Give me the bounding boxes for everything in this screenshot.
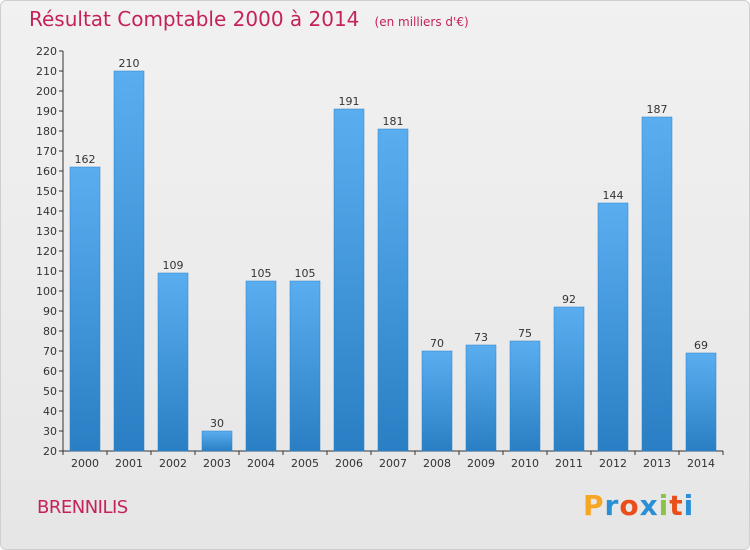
x-tick-label: 2011 bbox=[555, 457, 583, 470]
bar-labels: 162 210 109 30 105 105 191 181 70 73 75 92 144 187 69 bbox=[75, 57, 709, 430]
logo-letter: P bbox=[583, 489, 605, 522]
y-tick-label: 20 bbox=[43, 445, 57, 458]
y-tick-label: 160 bbox=[36, 165, 57, 178]
x-tick-label: 2002 bbox=[159, 457, 187, 470]
bar-value-label: 181 bbox=[383, 115, 404, 128]
y-tick-label: 140 bbox=[36, 205, 57, 218]
logo-letter: i bbox=[683, 489, 695, 522]
x-tick-label: 2014 bbox=[687, 457, 715, 470]
bar-value-label: 92 bbox=[562, 293, 576, 306]
bar bbox=[641, 116, 673, 452]
bar-value-label: 210 bbox=[119, 57, 140, 70]
bar-value-label: 105 bbox=[295, 267, 316, 280]
y-tick-label: 210 bbox=[36, 65, 57, 78]
bar bbox=[509, 340, 541, 452]
y-tick-label: 30 bbox=[43, 425, 57, 438]
chart-title: Résultat Comptable 2000 à 2014 bbox=[29, 7, 360, 31]
y-tick-label: 120 bbox=[36, 245, 57, 258]
bar bbox=[465, 344, 497, 452]
bar bbox=[201, 430, 233, 452]
bar-value-label: 191 bbox=[339, 95, 360, 108]
bars bbox=[69, 70, 717, 452]
bar bbox=[113, 70, 145, 452]
y-axis: 20 30 40 50 60 70 80 90 100 110 120 130 140 150 160 170… bbox=[36, 45, 64, 458]
bar bbox=[597, 202, 629, 452]
logo-letter: t bbox=[669, 489, 684, 522]
bar bbox=[553, 306, 585, 452]
x-tick-label: 2005 bbox=[291, 457, 319, 470]
bar-value-label: 144 bbox=[603, 189, 624, 202]
y-tick-label: 150 bbox=[36, 185, 57, 198]
y-tick-label: 130 bbox=[36, 225, 57, 238]
bar-value-label: 30 bbox=[210, 417, 224, 430]
bar bbox=[685, 352, 717, 452]
x-tick-label: 2003 bbox=[203, 457, 231, 470]
bar-value-label: 70 bbox=[430, 337, 444, 350]
logo-letter: r bbox=[604, 489, 620, 522]
bar bbox=[245, 280, 277, 452]
y-tick-label: 220 bbox=[36, 45, 57, 58]
bar-value-label: 69 bbox=[694, 339, 708, 352]
bar-value-label: 105 bbox=[251, 267, 272, 280]
y-tick-label: 190 bbox=[36, 105, 57, 118]
place-name: BRENNILIS bbox=[37, 497, 128, 518]
logo-letter: i bbox=[658, 489, 670, 522]
x-tick-label: 2008 bbox=[423, 457, 451, 470]
bar-value-label: 162 bbox=[75, 153, 96, 166]
x-tick-label: 2007 bbox=[379, 457, 407, 470]
x-tick-label: 2010 bbox=[511, 457, 539, 470]
y-tick-label: 60 bbox=[43, 365, 57, 378]
logo-letter: x bbox=[639, 489, 659, 522]
bar-value-label: 109 bbox=[163, 259, 184, 272]
y-tick-label: 180 bbox=[36, 125, 57, 138]
bar bbox=[421, 350, 453, 452]
y-tick-label: 50 bbox=[43, 385, 57, 398]
bar-value-label: 75 bbox=[518, 327, 532, 340]
proxiti-logo: Proxiti bbox=[583, 489, 694, 522]
y-tick-label: 100 bbox=[36, 285, 57, 298]
bar bbox=[69, 166, 101, 452]
y-tick-label: 90 bbox=[43, 305, 57, 318]
y-tick-label: 40 bbox=[43, 405, 57, 418]
y-tick-label: 70 bbox=[43, 345, 57, 358]
y-tick-label: 80 bbox=[43, 325, 57, 338]
x-tick-label: 2006 bbox=[335, 457, 363, 470]
chart-subtitle: (en milliers d'€) bbox=[374, 15, 469, 29]
bar bbox=[333, 108, 365, 452]
y-tick-label: 200 bbox=[36, 85, 57, 98]
y-tick-label: 170 bbox=[36, 145, 57, 158]
bar bbox=[157, 272, 189, 452]
x-tick-label: 2009 bbox=[467, 457, 495, 470]
logo-letter: o bbox=[619, 489, 640, 522]
x-tick-label: 2001 bbox=[115, 457, 143, 470]
title-row: Résultat Comptable 2000 à 2014 (en milli… bbox=[29, 7, 469, 31]
bar bbox=[289, 280, 321, 452]
x-tick-label: 2000 bbox=[71, 457, 99, 470]
bar-value-label: 73 bbox=[474, 331, 488, 344]
bar bbox=[377, 128, 409, 452]
x-tick-label: 2012 bbox=[599, 457, 627, 470]
bar-value-label: 187 bbox=[647, 103, 668, 116]
x-tick-label: 2013 bbox=[643, 457, 671, 470]
y-tick-label: 110 bbox=[36, 265, 57, 278]
x-axis: 2000 2001 2002 2003 2004 2005 2006 2007 2008 2009… bbox=[62, 450, 724, 470]
x-tick-label: 2004 bbox=[247, 457, 275, 470]
